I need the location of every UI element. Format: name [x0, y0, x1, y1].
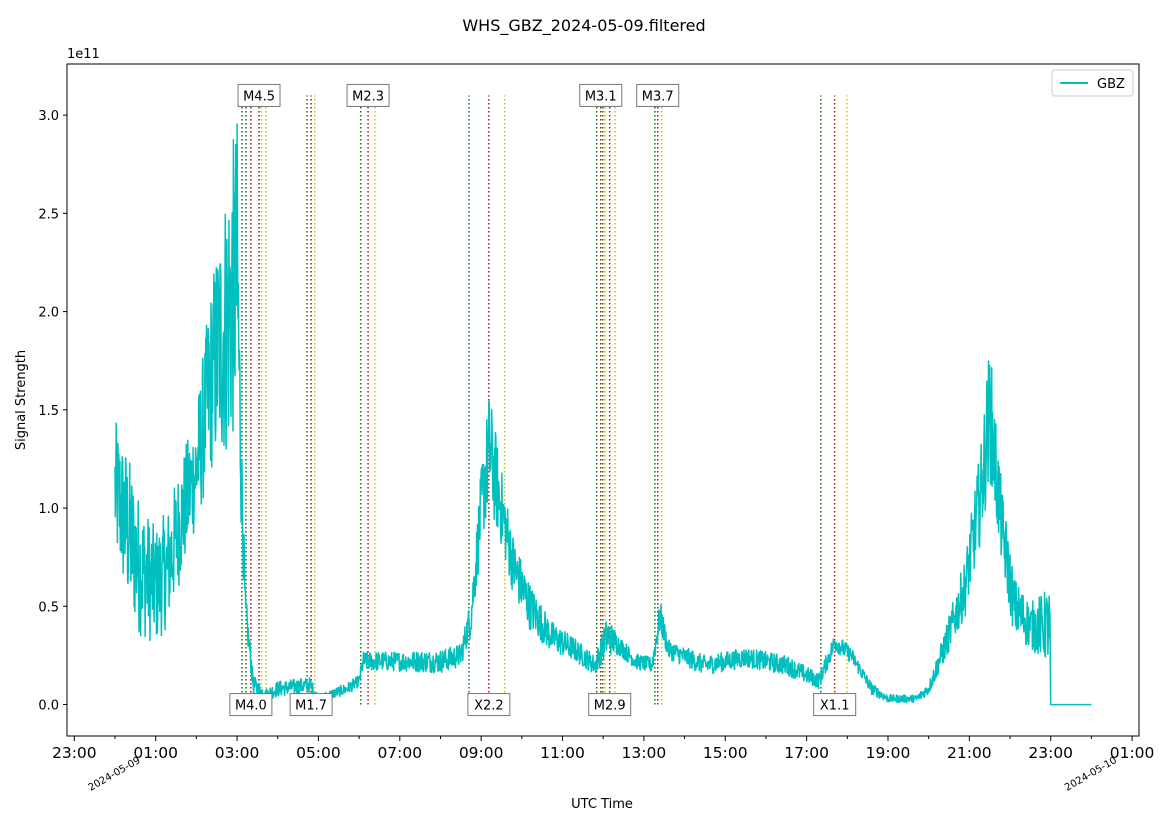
flare-label: M2.3	[352, 89, 384, 104]
x-tick-label: 21:00	[947, 744, 992, 762]
y-tick-label: 3.0	[38, 109, 59, 124]
axes: 0.0 0.5 1.0 1.5 2.0 2.5 3.0 23:00 01:00 03:00 05:0…	[38, 63, 1155, 794]
flare-label: X1.1	[820, 699, 850, 714]
plot-area	[114, 123, 1092, 706]
x-tick-label: 13:00	[622, 744, 667, 762]
x-tick-label: 07:00	[377, 744, 422, 762]
legend-label-gbz: GBZ	[1097, 77, 1125, 92]
chart-title: WHS_GBZ_2024-05-09.filtered	[462, 16, 705, 36]
flare-markers	[241, 95, 848, 705]
y-tick-label: 1.5	[38, 404, 59, 419]
flare-label-box	[579, 83, 623, 107]
flare-label: M2.9	[594, 699, 626, 714]
flare-label: X2.2	[474, 699, 504, 714]
x-axis-label: UTC Time	[571, 797, 633, 812]
series-line-gbz	[114, 123, 1092, 706]
x-tick-label: 17:00	[784, 744, 829, 762]
legend-box	[1051, 69, 1134, 97]
legend: GBZ	[1051, 69, 1134, 97]
x-tick-label: 23:00	[52, 744, 97, 762]
y-tick-label: 1.0	[38, 502, 59, 517]
flare-label-box	[346, 83, 390, 107]
flare-label-box	[636, 83, 680, 107]
x-tick-label: 15:00	[703, 744, 748, 762]
flare-label: M3.7	[642, 89, 674, 104]
x-tick-label: 05:00	[296, 744, 341, 762]
x-tick-label: 23:00	[1028, 744, 1073, 762]
flare-label-box	[289, 693, 333, 717]
flare-label-box	[813, 693, 857, 717]
flare-label-box	[467, 693, 511, 717]
x-tick-label: 19:00	[866, 744, 911, 762]
y-tick-label: 2.0	[38, 306, 59, 321]
x-tick-label: 03:00	[215, 744, 260, 762]
flare-label-box	[588, 693, 632, 717]
x-tick-label: 01:00	[133, 744, 178, 762]
y-offset-label: 1e11	[67, 47, 100, 62]
flare-label: M4.0	[235, 699, 267, 714]
y-tick-label: 0.5	[38, 600, 59, 615]
flare-label: M4.5	[243, 89, 275, 104]
x-tick-label: 09:00	[459, 744, 504, 762]
y-tick-label: 2.5	[38, 207, 59, 222]
x-tick-label: 11:00	[540, 744, 585, 762]
flare-label: M3.1	[585, 89, 617, 104]
y-tick-label: 0.0	[38, 699, 59, 714]
y-axis-label: Signal Strength	[14, 350, 29, 450]
flare-label-box	[237, 83, 281, 107]
x-tick-label: 01:00	[1110, 744, 1155, 762]
flare-label-box	[229, 693, 273, 717]
flare-labels: M4.0 M4.5 M1.7 M2.3 X2.2 M3.1 M2.9 M3.7 X1.1	[229, 83, 857, 717]
flare-label: M1.7	[295, 699, 327, 714]
